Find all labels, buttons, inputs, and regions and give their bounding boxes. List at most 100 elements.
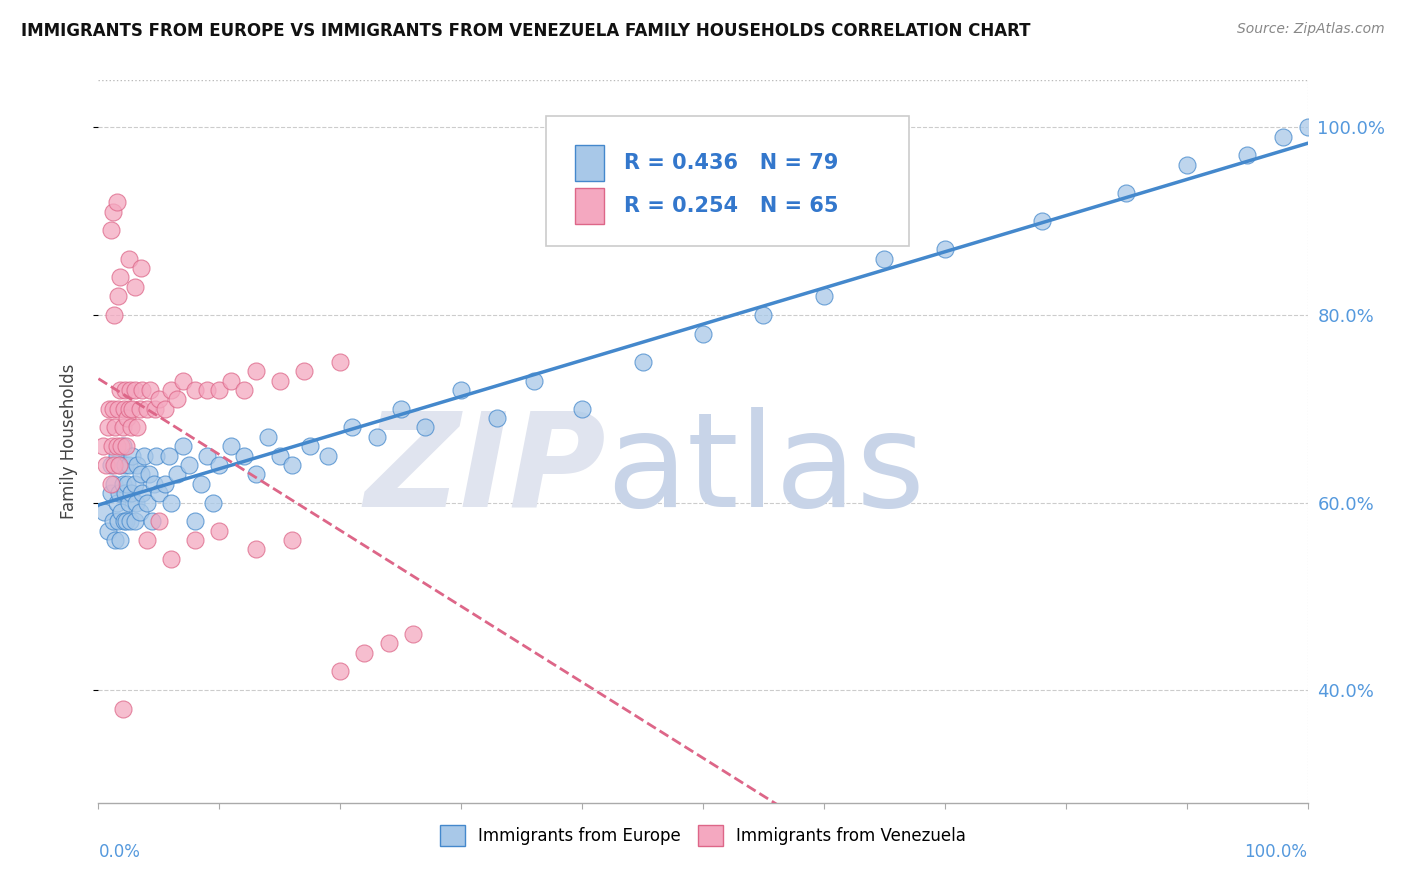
Point	[153, 476, 176, 491]
Point	[486, 411, 509, 425]
Point	[107, 514, 129, 528]
Point	[101, 401, 124, 416]
Point	[692, 326, 714, 341]
Point	[107, 401, 129, 416]
Text: Source: ZipAtlas.com: Source: ZipAtlas.com	[1237, 22, 1385, 37]
Point	[179, 458, 201, 472]
Point	[124, 383, 146, 397]
Point	[110, 505, 132, 519]
Point	[108, 270, 131, 285]
Point	[129, 467, 152, 482]
Point	[221, 439, 243, 453]
Point	[232, 383, 254, 397]
Point	[104, 533, 127, 547]
Point	[120, 420, 142, 434]
Point	[160, 383, 183, 397]
Point	[112, 514, 135, 528]
Point	[105, 449, 128, 463]
Point	[124, 476, 146, 491]
Point	[112, 401, 135, 416]
Text: IMMIGRANTS FROM EUROPE VS IMMIGRANTS FROM VENEZUELA FAMILY HOUSEHOLDS CORRELATIO: IMMIGRANTS FROM EUROPE VS IMMIGRANTS FRO…	[21, 22, 1031, 40]
Point	[108, 458, 131, 472]
Point	[166, 392, 188, 407]
Point	[100, 439, 122, 453]
Text: 100.0%: 100.0%	[1244, 843, 1308, 861]
Point	[100, 476, 122, 491]
Point	[571, 401, 593, 416]
Point	[111, 439, 134, 453]
Point	[111, 702, 134, 716]
Point	[129, 260, 152, 275]
Point	[128, 401, 150, 416]
FancyBboxPatch shape	[546, 117, 908, 246]
Point	[329, 355, 352, 369]
Point	[135, 533, 157, 547]
Point	[245, 542, 267, 557]
Point	[752, 308, 775, 322]
Point	[91, 439, 114, 453]
Point	[292, 364, 315, 378]
Point	[1296, 120, 1319, 135]
Point	[377, 636, 399, 650]
Point	[111, 476, 134, 491]
Point	[166, 467, 188, 482]
Point	[195, 383, 218, 397]
Point	[329, 665, 352, 679]
Point	[389, 401, 412, 416]
Point	[184, 514, 207, 528]
Point	[221, 374, 243, 388]
Point	[1272, 129, 1295, 144]
Point	[114, 458, 136, 472]
Point	[160, 495, 183, 509]
Point	[104, 420, 127, 434]
Point	[134, 449, 156, 463]
Point	[256, 430, 278, 444]
FancyBboxPatch shape	[575, 145, 603, 181]
Point	[135, 401, 157, 416]
Point	[413, 420, 436, 434]
Point	[118, 252, 141, 266]
Y-axis label: Family Households: Family Households	[59, 364, 77, 519]
Point	[114, 383, 136, 397]
Point	[107, 289, 129, 303]
Point	[120, 486, 142, 500]
Point	[190, 476, 212, 491]
Point	[98, 401, 121, 416]
Text: R = 0.436   N = 79: R = 0.436 N = 79	[624, 153, 839, 173]
Point	[125, 495, 148, 509]
Point	[100, 486, 122, 500]
Point	[450, 383, 472, 397]
Point	[523, 374, 546, 388]
Point	[131, 486, 153, 500]
Point	[1175, 158, 1198, 172]
Point	[124, 514, 146, 528]
Point	[131, 383, 153, 397]
Text: R = 0.254   N = 65: R = 0.254 N = 65	[624, 196, 839, 216]
Point	[208, 458, 231, 472]
Point	[100, 458, 122, 472]
Point	[108, 458, 131, 472]
Point	[108, 383, 131, 397]
Point	[97, 420, 120, 434]
Point	[631, 355, 654, 369]
Legend: Immigrants from Europe, Immigrants from Venezuela: Immigrants from Europe, Immigrants from …	[433, 819, 973, 852]
Point	[195, 449, 218, 463]
Point	[299, 439, 322, 453]
Point	[100, 223, 122, 237]
Point	[813, 289, 835, 303]
Point	[108, 486, 131, 500]
Point	[101, 514, 124, 528]
Point	[115, 514, 138, 528]
Point	[148, 392, 170, 407]
Point	[118, 458, 141, 472]
Point	[1031, 214, 1053, 228]
Point	[139, 383, 162, 397]
Point	[118, 495, 141, 509]
Point	[208, 383, 231, 397]
Point	[269, 449, 291, 463]
Point	[115, 439, 138, 453]
Point	[208, 524, 231, 538]
Point	[269, 374, 291, 388]
Point	[232, 449, 254, 463]
Point	[105, 439, 128, 453]
